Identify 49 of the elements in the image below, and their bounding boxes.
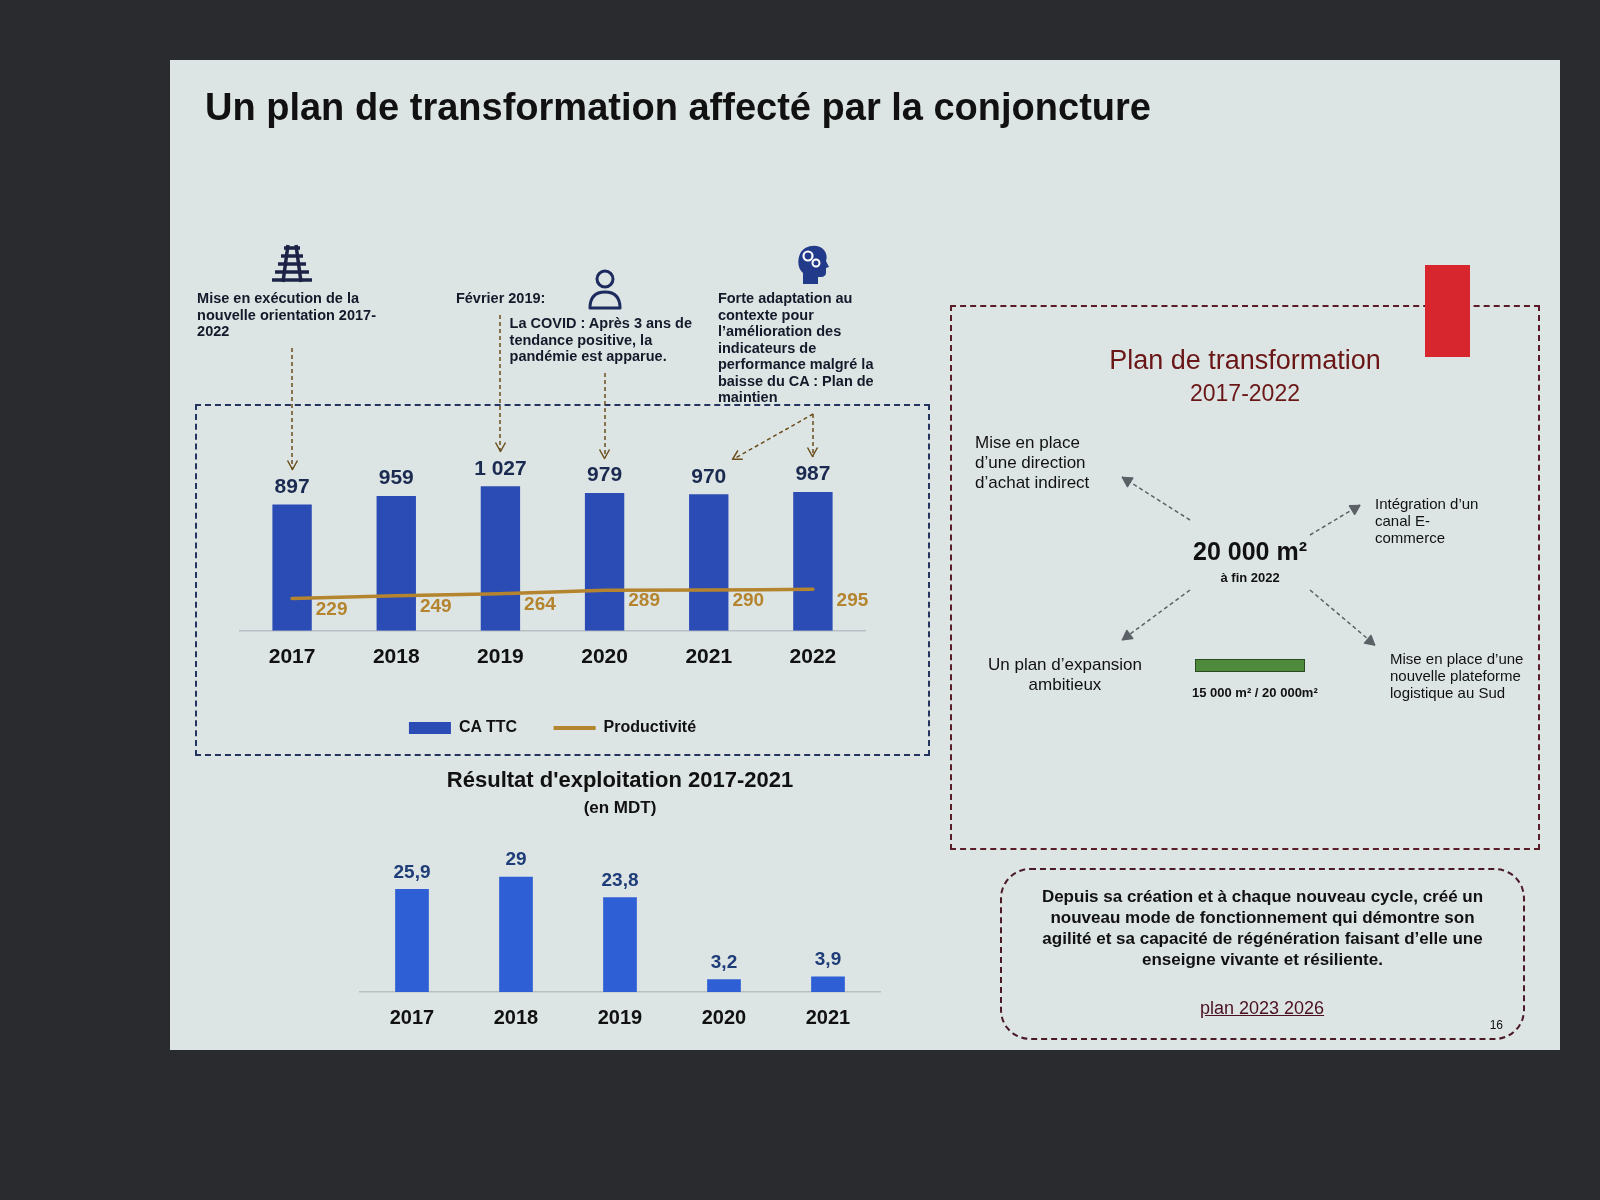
data-label: 959 (378, 465, 414, 489)
text: 20 000 m² (1193, 537, 1307, 566)
data-label: 295 (836, 588, 869, 610)
data-label: 3,2 (710, 951, 738, 973)
data-label: 229 (315, 597, 348, 619)
x-tick-label: 2017 (268, 644, 316, 668)
data-label: 979 (587, 462, 623, 486)
data-label: 987 (795, 461, 831, 485)
x-tick-label: 2019 (597, 1005, 643, 1028)
data-label: 290 (732, 589, 765, 611)
x-tick-label: 2017 (389, 1005, 435, 1028)
data-label: 25,9 (393, 860, 431, 882)
text: Mise en place d’une nouvelle plateforme logistique au Sud (1390, 650, 1525, 701)
data-label: 1 027 (474, 455, 527, 479)
data-label: 249 (419, 595, 452, 617)
text: Depuis sa création et à chaque nouveau cycle, créé un nouveau mode de fonctionnement qui démontre son agilité et sa capacité de régénération faisant d’elle une enseigne vivante et résiliente. (1040, 886, 1485, 970)
legend-label: CA TTC (458, 718, 518, 736)
text: 15 000 m² / 20 000m² (1192, 685, 1318, 700)
data-label: 264 (524, 592, 557, 614)
text: Un plan d’expansion ambitieux (986, 655, 1144, 695)
text: plan 2023 2026 (1200, 998, 1325, 1019)
data-label: 23,8 (601, 869, 639, 891)
text: à fin 2022 (1220, 570, 1280, 585)
text: Forte adaptation au contexte pour l’amélioration des indicateurs de performance malgré la baisse du CA : Plan de maintien (717, 290, 875, 406)
text: Intégration d’un canal E-commerce (1375, 495, 1480, 546)
data-label: 897 (274, 473, 310, 497)
text: 16 (1489, 1018, 1503, 1032)
chart-subtitle: (en MDT) (583, 798, 657, 818)
text: Février 2019: (455, 290, 546, 307)
data-label: 970 (691, 463, 727, 487)
x-tick-label: 2020 (581, 644, 628, 668)
x-tick-label: 2021 (805, 1005, 851, 1028)
text: Plan de transformation (1108, 345, 1382, 376)
x-tick-label: 2018 (372, 644, 420, 668)
x-tick-label: 2018 (493, 1005, 539, 1028)
legend-label: Productivité (603, 718, 697, 736)
text: Mise en exécution de la nouvelle orientation 2017-2022 (197, 290, 377, 340)
chart-title: Résultat d'exploitation 2017-2021 (446, 767, 794, 793)
x-tick-label: 2019 (477, 644, 524, 668)
x-tick-label: 2021 (685, 644, 733, 668)
text: La COVID : Après 3 ans de tendance positive, la pandémie est apparue. (509, 315, 693, 365)
data-label: 3,9 (814, 948, 842, 970)
x-tick-label: 2020 (701, 1005, 747, 1028)
x-tick-label: 2022 (789, 644, 837, 668)
text: 2017-2022 (1189, 380, 1301, 407)
data-label: 29 (505, 848, 527, 870)
data-label: 289 (628, 589, 660, 611)
chart-title: Un plan de transformation affecté par la conjoncture (205, 86, 1151, 129)
text: Mise en place d’une direction d’achat indirect (975, 433, 1091, 493)
